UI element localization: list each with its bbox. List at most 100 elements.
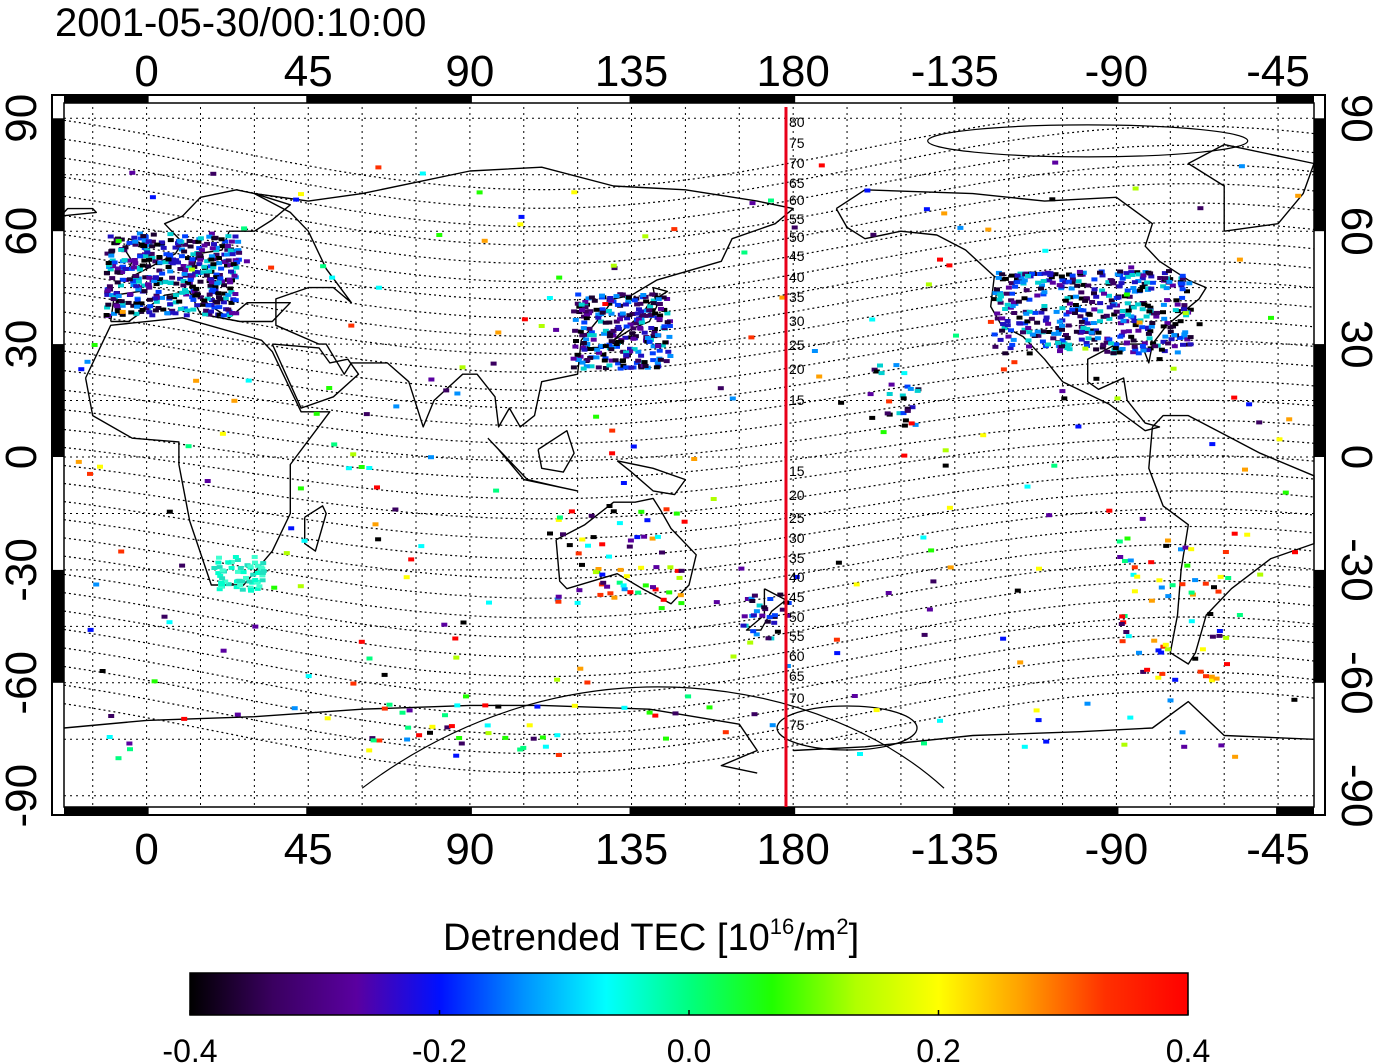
tec-point — [633, 321, 640, 326]
coastline — [537, 430, 575, 473]
tec-point — [623, 324, 630, 329]
tec-point — [441, 622, 448, 627]
tec-point — [141, 258, 148, 263]
tec-point — [227, 280, 233, 285]
tec-point — [1179, 276, 1186, 281]
tec-point — [1052, 272, 1059, 277]
tec-point — [667, 565, 674, 570]
coastline — [84, 317, 331, 586]
tec-point — [626, 313, 633, 318]
tec-point — [900, 396, 907, 401]
tec-point — [162, 260, 169, 265]
tec-point — [1148, 286, 1155, 291]
tec-point — [1124, 288, 1131, 293]
tec-point — [146, 285, 153, 290]
tec-point — [152, 308, 159, 313]
tec-point — [611, 266, 618, 271]
tec-point — [151, 296, 158, 301]
tec-point — [173, 258, 180, 263]
tec-point — [132, 239, 139, 244]
tec-point — [664, 320, 671, 325]
tec-point — [202, 312, 209, 317]
tec-point — [84, 359, 91, 364]
tec-point — [1093, 328, 1099, 333]
tec-point — [1055, 340, 1062, 345]
bottom-lon-tick-label: -135 — [911, 825, 999, 874]
tec-point — [575, 292, 582, 297]
tec-point — [1128, 270, 1135, 275]
maglat-label-south: 70 — [789, 690, 805, 706]
tec-point — [192, 269, 199, 274]
tec-point — [495, 330, 502, 335]
tec-point — [578, 302, 585, 307]
tec-point — [231, 273, 238, 278]
tec-point — [216, 555, 222, 560]
tec-point — [218, 237, 225, 242]
tec-point — [608, 339, 615, 344]
maglat-contour — [63, 241, 1315, 320]
tec-point — [139, 307, 146, 312]
tec-point — [1246, 402, 1253, 407]
tec-point — [216, 256, 222, 260]
tec-point — [481, 238, 488, 243]
tec-point — [313, 411, 320, 416]
tec-point — [607, 331, 614, 336]
tec-point — [1069, 277, 1076, 282]
tec-point — [1131, 289, 1138, 294]
tec-point — [574, 600, 581, 605]
tec-point — [1182, 545, 1189, 550]
tec-point — [133, 284, 140, 289]
tec-point — [194, 303, 201, 308]
tec-point — [250, 572, 257, 577]
tec-point — [1167, 330, 1174, 334]
tec-point — [1010, 337, 1017, 342]
tec-point — [130, 303, 137, 308]
right-band — [1314, 118, 1325, 232]
tec-point — [791, 225, 798, 230]
tec-point — [1116, 350, 1123, 355]
tec-point — [1009, 342, 1016, 347]
tec-point — [623, 365, 630, 370]
tec-point — [1170, 366, 1177, 371]
tec-point — [1089, 300, 1096, 304]
tec-point — [111, 311, 118, 316]
tec-point — [1083, 330, 1090, 334]
tec-point — [656, 316, 663, 321]
tec-point — [1094, 336, 1101, 341]
tec-point — [1117, 555, 1124, 559]
tec-point — [443, 388, 450, 393]
tec-point — [584, 342, 591, 346]
tec-point — [228, 300, 235, 305]
tec-point — [638, 309, 645, 314]
tec-point — [886, 399, 893, 404]
tec-point — [571, 309, 578, 314]
tec-point — [225, 307, 232, 312]
tec-point — [1004, 302, 1011, 307]
tec-point — [1083, 341, 1090, 345]
tec-point — [234, 712, 241, 717]
tec-point — [1066, 347, 1073, 352]
tec-point — [115, 309, 122, 314]
tec-point — [1207, 612, 1214, 616]
tec-point — [1119, 614, 1126, 619]
tec-point — [1066, 301, 1073, 306]
tec-point — [1187, 342, 1194, 347]
tec-point — [592, 570, 599, 575]
frame-bands — [52, 95, 1325, 815]
tec-point — [331, 442, 338, 447]
tec-point — [771, 620, 778, 625]
tec-point — [111, 260, 118, 265]
tec-point — [572, 317, 579, 322]
tec-point — [155, 289, 162, 294]
tec-point — [1127, 558, 1134, 563]
tec-point — [626, 295, 632, 300]
tec-point — [631, 298, 638, 303]
tec-point — [1292, 550, 1298, 555]
tec-point — [232, 555, 239, 559]
tec-point — [225, 582, 232, 587]
tec-point — [1149, 321, 1156, 325]
tec-point — [1042, 248, 1049, 253]
tec-point — [1034, 329, 1041, 334]
tec-point — [91, 343, 98, 347]
tec-point — [818, 163, 825, 168]
